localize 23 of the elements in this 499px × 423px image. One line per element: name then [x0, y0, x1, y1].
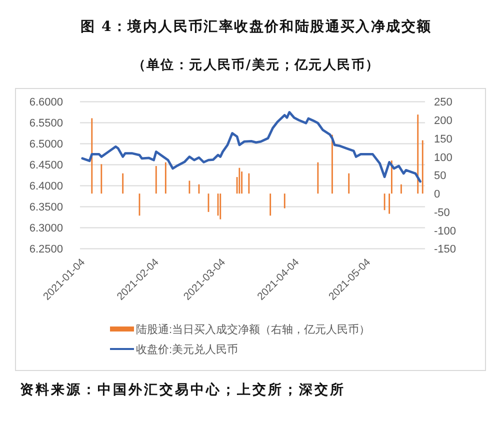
chart-title: 图 4：境内人民币汇率收盘价和陆股通买入净成交额	[80, 18, 432, 35]
y2-tick-label: 0	[434, 188, 440, 201]
y2-tick-label: -150	[434, 244, 456, 256]
y-tick-label: 6.5500	[29, 118, 63, 130]
legend-label: 陆股通:当日买入成交净额（右轴，亿元人民币）	[136, 323, 370, 336]
y2-tick-label: -50	[434, 206, 450, 219]
y-tick-label: 6.6000	[29, 96, 63, 109]
y-tick-label: 6.2500	[29, 244, 63, 256]
y2-tick-label: 200	[434, 115, 452, 128]
y2-tick-label: -100	[434, 225, 456, 238]
y2-tick-label: 100	[434, 152, 452, 164]
y2-tick-label: 150	[434, 133, 452, 146]
y2-tick-label: 250	[434, 96, 452, 109]
y-tick-label: 6.3500	[29, 202, 63, 214]
y-tick-label: 6.5000	[29, 138, 63, 151]
y-tick-label: 6.4000	[29, 180, 63, 193]
text: 资料来源：中国外汇交易中心；上交所；深交所	[20, 381, 346, 398]
line-series	[81, 111, 422, 183]
y-tick-label: 6.3000	[29, 222, 63, 235]
y2-tick-label: 50	[434, 170, 446, 182]
y-tick-label: 6.4500	[29, 160, 63, 172]
legend-label: 收盘价:美元兑人民币	[136, 343, 238, 356]
chart-subtitle: （单位：元人民币/美元；亿元人民币）	[132, 57, 380, 73]
